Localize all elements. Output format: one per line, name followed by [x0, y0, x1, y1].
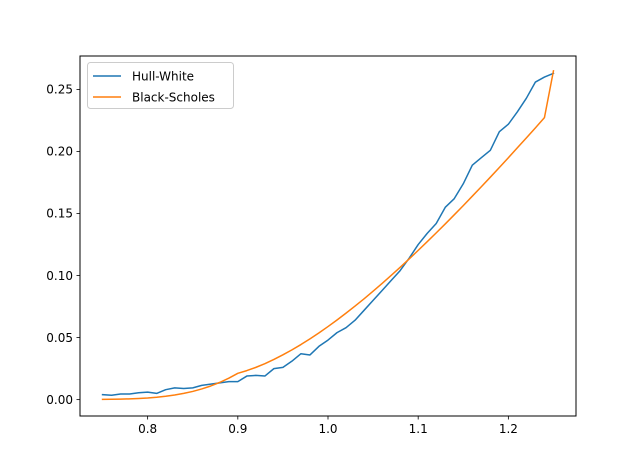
legend-label-hull-white: Hull-White: [132, 69, 194, 83]
legend-label-black-scholes: Black-Scholes: [132, 90, 215, 104]
plot-background: [80, 56, 576, 416]
series-line-hull-white: [101, 72, 555, 397]
y-tick-label: 0.20: [46, 145, 73, 159]
legend: Hull-White Black-Scholes: [87, 62, 234, 109]
legend-box: [87, 62, 234, 109]
y-tick-label: 0.05: [46, 331, 73, 345]
x-tick-label: 1.2: [499, 422, 518, 436]
series-layer: [101, 70, 555, 401]
y-tick-label: 0.15: [46, 207, 73, 221]
y-tick-label: 0.25: [46, 83, 73, 97]
series-line-black-scholes: [101, 70, 555, 401]
plot-frame: [79, 55, 577, 417]
y-tick-label: 0.10: [46, 269, 73, 283]
x-tick-label: 1.0: [318, 422, 337, 436]
y-axis: 0.00 0.05 0.10 0.15 0.20 0.25: [46, 83, 80, 407]
x-tick-label: 0.9: [228, 422, 247, 436]
x-tick-label: 1.1: [409, 422, 428, 436]
x-tick-label: 0.8: [138, 422, 157, 436]
x-axis: 0.8 0.9 1.0 1.1 1.2: [138, 416, 518, 436]
y-tick-label: 0.00: [46, 393, 73, 407]
